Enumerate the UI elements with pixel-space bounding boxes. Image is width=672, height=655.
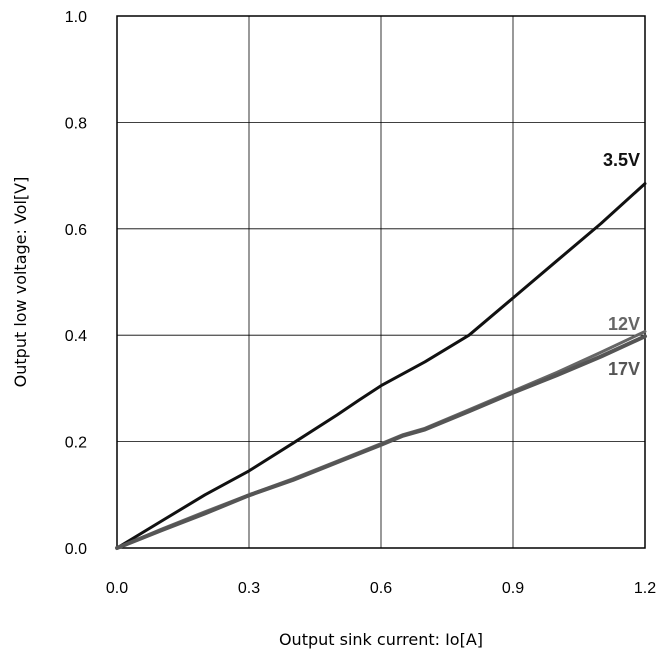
y-axis-title: Output low voltage: Vol[V] bbox=[11, 177, 30, 388]
x-tick-label: 0.9 bbox=[502, 580, 524, 597]
x-axis-title: Output sink current: Io[A] bbox=[279, 630, 483, 649]
x-tick-label: 0.6 bbox=[370, 580, 392, 597]
x-tick-label: 0.3 bbox=[238, 580, 260, 597]
y-tick-label: 0.2 bbox=[65, 435, 87, 452]
y-tick-label: 0.0 bbox=[65, 541, 87, 558]
series-lines bbox=[115, 182, 647, 550]
grid bbox=[116, 15, 646, 549]
series-label-17v: 17V bbox=[608, 359, 640, 379]
y-tick-label: 0.4 bbox=[65, 328, 87, 345]
y-tick-label: 0.6 bbox=[65, 222, 87, 239]
series-label-12v: 12V bbox=[608, 314, 640, 334]
x-tick-label: 1.2 bbox=[634, 580, 656, 597]
y-tick-labels: 0.0 0.2 0.4 0.6 0.8 1.0 bbox=[65, 9, 87, 558]
series-labels: 3.5V 12V 17V bbox=[603, 150, 640, 379]
y-tick-label: 0.8 bbox=[65, 115, 87, 132]
x-tick-label: 0.0 bbox=[106, 580, 128, 597]
x-tick-labels: 0.0 0.3 0.6 0.9 1.2 bbox=[106, 580, 656, 597]
series-label-3-5v: 3.5V bbox=[603, 150, 640, 170]
series-line-17v bbox=[115, 334, 647, 550]
y-tick-label: 1.0 bbox=[65, 9, 87, 26]
plot-frame bbox=[116, 15, 646, 549]
series-line-3-5v bbox=[115, 182, 647, 550]
